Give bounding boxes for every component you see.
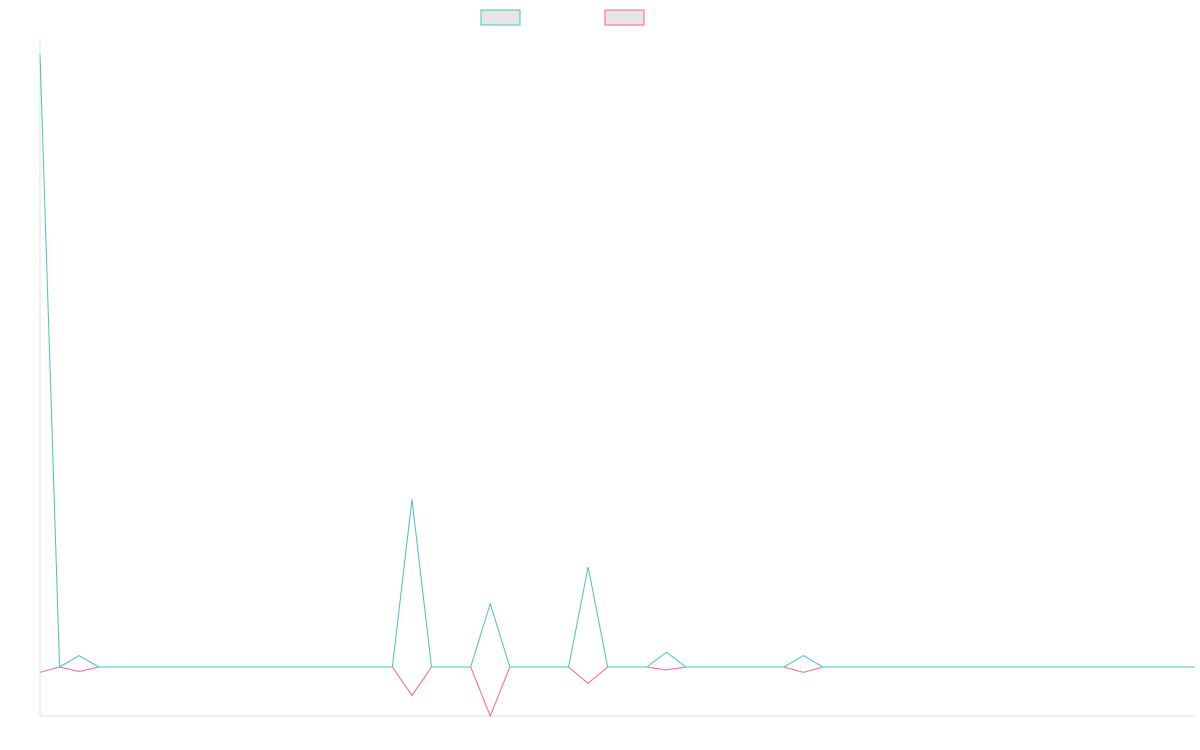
series-line-2 — [39, 666, 1195, 718]
series-line-1 — [39, 54, 1195, 668]
series-layer — [39, 54, 1195, 718]
legend-swatch-series-1[interactable] — [480, 9, 521, 26]
legend[interactable] — [480, 9, 645, 26]
legend-swatch-series-2[interactable] — [604, 9, 645, 26]
axes — [39, 38, 1195, 717]
